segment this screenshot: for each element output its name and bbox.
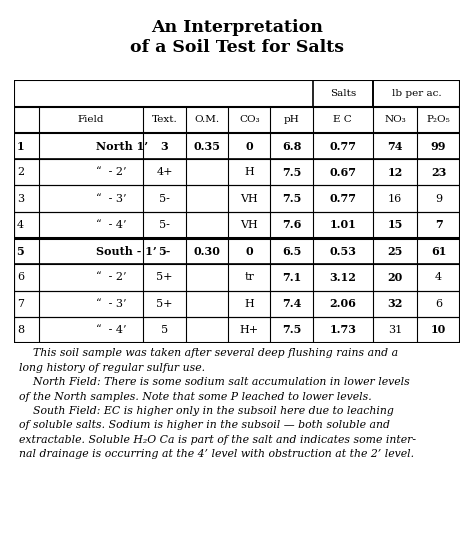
Text: 4: 4: [17, 220, 24, 230]
Text: “  - 3’: “ - 3’: [96, 299, 126, 309]
Bar: [14, 159, 460, 185]
Text: 5-: 5-: [159, 193, 170, 204]
Text: 7.4: 7.4: [282, 298, 301, 309]
Text: E C: E C: [333, 115, 352, 124]
Text: North 1’: North 1’: [96, 140, 148, 152]
Text: 1: 1: [17, 140, 24, 152]
Text: 5-: 5-: [158, 245, 171, 257]
Text: 2.06: 2.06: [329, 298, 356, 309]
Text: 3.12: 3.12: [329, 272, 356, 283]
Text: 0.67: 0.67: [329, 167, 356, 178]
Bar: [14, 238, 460, 264]
Text: 7.1: 7.1: [282, 272, 301, 283]
Text: H+: H+: [240, 325, 259, 335]
Text: South - 1’: South - 1’: [96, 245, 156, 257]
Text: 7.5: 7.5: [282, 193, 301, 204]
Bar: [313, 80, 373, 107]
Text: tr: tr: [244, 272, 254, 282]
Text: lb per ac.: lb per ac.: [392, 89, 441, 98]
Text: 0.30: 0.30: [193, 245, 220, 257]
Text: 16: 16: [388, 193, 402, 204]
Text: Text.: Text.: [152, 115, 177, 124]
Text: 0.77: 0.77: [329, 193, 356, 204]
Text: P₂O₅: P₂O₅: [427, 115, 450, 124]
Text: 12: 12: [388, 167, 403, 178]
Text: “  - 2’: “ - 2’: [96, 272, 126, 282]
Text: 8: 8: [17, 325, 24, 335]
Text: 1.73: 1.73: [329, 324, 356, 336]
Text: 0: 0: [246, 245, 253, 257]
Text: 7.5: 7.5: [282, 167, 301, 178]
Text: 1.01: 1.01: [329, 219, 356, 230]
Text: 99: 99: [431, 140, 447, 152]
Text: An Interpretation
of a Soil Test for Salts: An Interpretation of a Soil Test for Sal…: [130, 19, 344, 56]
Text: 5+: 5+: [156, 272, 173, 282]
Text: 4+: 4+: [156, 167, 173, 177]
Text: 5-: 5-: [159, 220, 170, 230]
Text: VH: VH: [240, 193, 258, 204]
Text: 9: 9: [435, 193, 442, 204]
Text: 0.77: 0.77: [329, 140, 356, 152]
Text: 0.35: 0.35: [193, 140, 220, 152]
Text: “  - 4’: “ - 4’: [96, 325, 126, 335]
Text: “  - 2’: “ - 2’: [96, 167, 126, 177]
Text: H: H: [245, 299, 254, 309]
Text: Salts: Salts: [330, 89, 356, 98]
Text: Field: Field: [78, 115, 104, 124]
Bar: [14, 185, 460, 212]
Text: O.M.: O.M.: [194, 115, 219, 124]
Bar: [14, 107, 460, 133]
Text: 20: 20: [388, 272, 403, 283]
Text: 25: 25: [387, 245, 403, 257]
Bar: [14, 133, 460, 159]
Text: 6: 6: [17, 272, 24, 282]
Text: 74: 74: [387, 140, 403, 152]
Text: 6.5: 6.5: [282, 245, 301, 257]
Text: 15: 15: [387, 219, 403, 230]
Text: 7.5: 7.5: [282, 324, 301, 336]
Text: 0.53: 0.53: [329, 245, 356, 257]
Text: 2: 2: [17, 167, 24, 177]
Text: 32: 32: [387, 298, 403, 309]
Text: 6.8: 6.8: [282, 140, 301, 152]
Text: pH: pH: [284, 115, 300, 124]
Bar: [14, 317, 460, 343]
Text: “  - 4’: “ - 4’: [96, 220, 126, 230]
Text: 7: 7: [435, 219, 443, 230]
Text: 23: 23: [431, 167, 447, 178]
Bar: [14, 212, 460, 238]
Text: “  - 3’: “ - 3’: [96, 193, 126, 204]
Text: NO₃: NO₃: [384, 115, 406, 124]
Text: 7: 7: [17, 299, 24, 309]
Text: 4: 4: [435, 272, 442, 282]
Text: This soil sample was taken after several deep flushing rains and a
long history : This soil sample was taken after several…: [19, 348, 416, 459]
Text: 31: 31: [388, 325, 402, 335]
Text: 3: 3: [161, 140, 168, 152]
Text: CO₃: CO₃: [239, 115, 260, 124]
Text: 10: 10: [431, 324, 446, 336]
Text: 3: 3: [17, 193, 24, 204]
Text: H: H: [245, 167, 254, 177]
Text: VH: VH: [240, 220, 258, 230]
Text: 0: 0: [246, 140, 253, 152]
Text: 5: 5: [17, 245, 24, 257]
Text: 61: 61: [431, 245, 447, 257]
Bar: [14, 264, 460, 291]
Text: 5: 5: [161, 325, 168, 335]
Bar: [373, 80, 460, 107]
Text: 7.6: 7.6: [282, 219, 301, 230]
Text: 6: 6: [435, 299, 442, 309]
Text: 5+: 5+: [156, 299, 173, 309]
Bar: [14, 291, 460, 317]
